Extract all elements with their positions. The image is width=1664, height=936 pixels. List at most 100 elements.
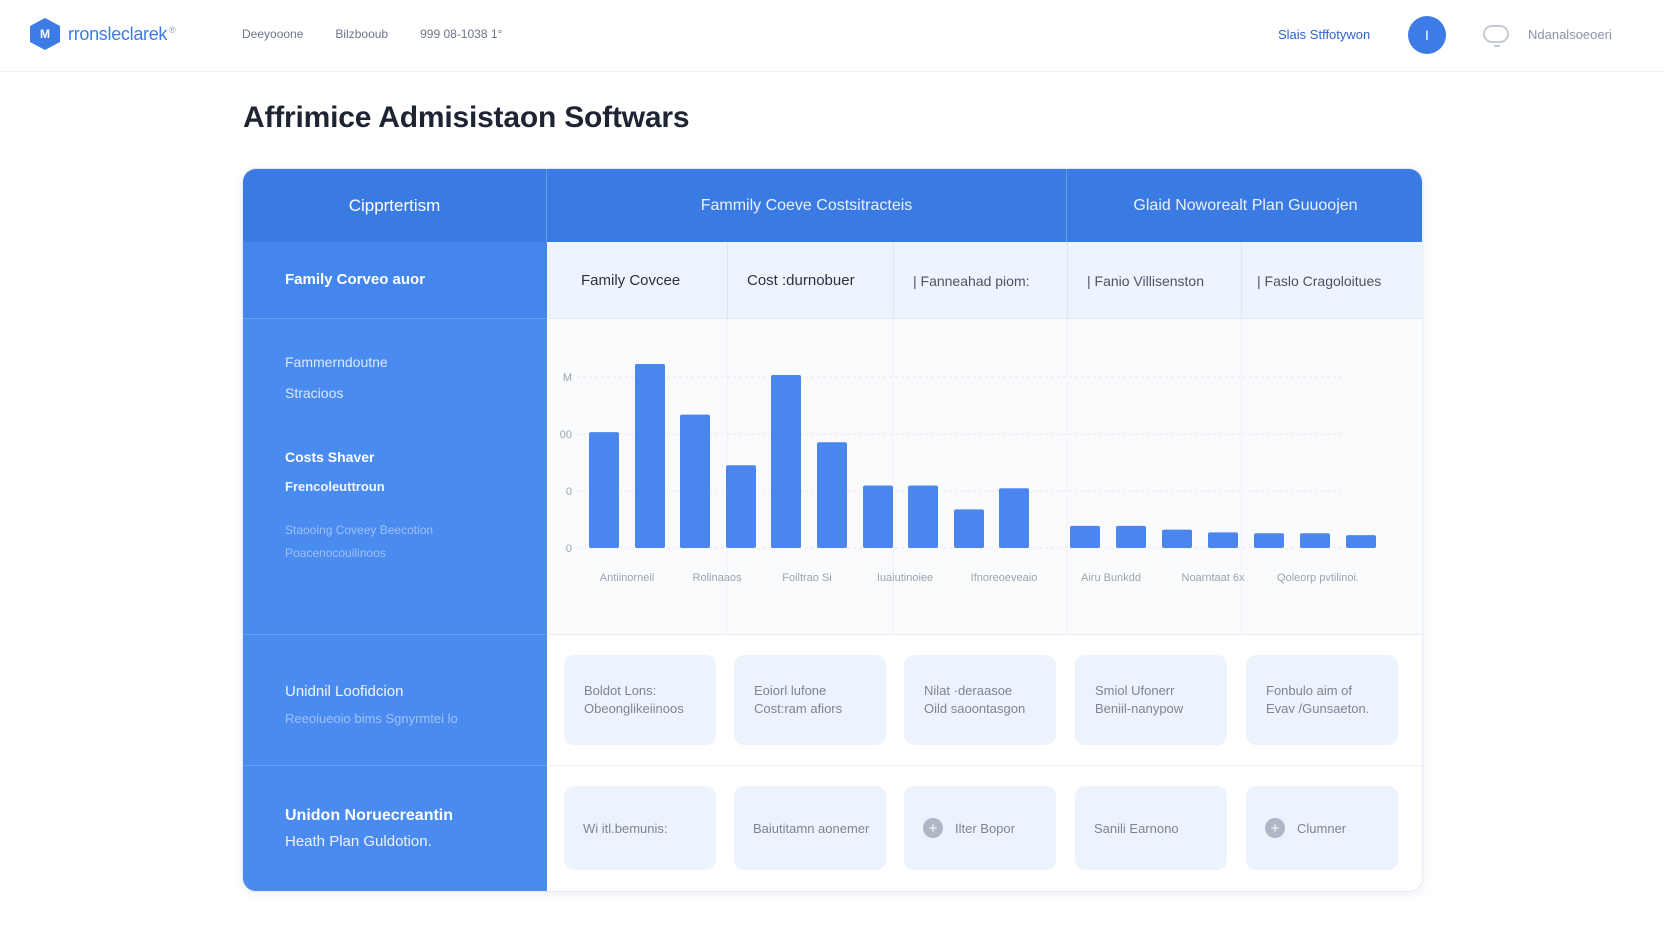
chart-bar-8[interactable] (908, 485, 938, 548)
y-tick-label-1: 0 (566, 543, 572, 555)
top-nav: Deeyooone Bilzbooub 999 08-1038 1° (242, 27, 502, 41)
chart-bar-17[interactable] (1346, 535, 1376, 548)
structures-line-2: Stracioos (285, 385, 344, 401)
subheader-3[interactable]: | Fanneahad piom: (913, 272, 1030, 289)
header-cell-1[interactable]: Cipprtertism (243, 169, 547, 242)
detail-tile-1-line-2: Obeonglikeiinoos (584, 701, 684, 716)
left-section-family[interactable]: Family Corveo auor (243, 242, 547, 319)
chart-bar-3[interactable] (680, 414, 710, 548)
sign-in-link[interactable]: Slais Stffotywon (1278, 27, 1371, 42)
chart-bar-6[interactable] (817, 442, 847, 548)
chart-bar-2[interactable] (635, 364, 665, 548)
action-row: Wi itl.bemunis: Baiutitamn aonemer + Ilte… (547, 766, 1422, 891)
action-tile-2[interactable]: Baiutitamn aonemer (734, 786, 886, 870)
avatar[interactable]: I (1408, 16, 1446, 54)
y-tick-label-4: M (563, 372, 572, 384)
action-tile-4-label: Sanili Earnono (1094, 820, 1179, 836)
logo[interactable]: M rronsleclarek ® (30, 18, 176, 50)
detail-row: Boldot Lons: Obeonglikeiinoos Eoiorl lufo… (547, 635, 1422, 766)
structures-line-5: Staooing Coveey Beecotion (285, 523, 434, 537)
chat-icon[interactable] (1483, 25, 1509, 47)
logo-registered: ® (169, 24, 176, 35)
chart-bar-9[interactable] (954, 509, 984, 548)
subheader-4[interactable]: | Fanio Villisenston (1087, 272, 1204, 289)
chart-bar-10[interactable] (999, 488, 1029, 548)
detail-tile-2[interactable]: Eoiorl lufone Cost:ram afiors (734, 655, 886, 745)
x-category-label-4: Iuaiutinoiee (877, 572, 933, 584)
left-column: Family Corveo auor Fammerndoutne Stracio… (243, 242, 547, 891)
structures-line-6: Poacenocouilinoos (285, 546, 386, 560)
detail-tile-4-line-2: Beniil-nanypow (1095, 701, 1184, 716)
x-category-label-8: Qoleorp pvtilinoi. (1277, 572, 1359, 584)
action-tile-2-label: Baiutitamn aonemer (753, 820, 870, 836)
page-title: Affrimice Admisistaon Softwars (243, 101, 690, 134)
left-section-unidon: Unidon Noruecreantin Heath Plan Guldotio… (243, 766, 547, 891)
plus-icon: + (923, 818, 943, 838)
y-tick-label-3: 00 (560, 429, 572, 441)
action-tile-5[interactable]: + Clumner (1246, 786, 1398, 870)
action-tile-5-label: Clumner (1297, 820, 1347, 836)
structures-line-3: Costs Shaver (285, 449, 375, 465)
chart-bar-14[interactable] (1208, 532, 1238, 548)
chart-bar-5[interactable] (771, 375, 801, 548)
action-tile-3-label: Ilter Bopor (955, 820, 1015, 836)
header-cell-2[interactable]: Fammily Coeve Costsitracteis (547, 169, 1067, 242)
x-category-label-3: Foiltrao Si (782, 572, 832, 584)
detail-tile-2-line-2: Cost:ram afiors (754, 701, 843, 716)
left-section-family-label: Family Corveo auor (285, 271, 426, 288)
detail-tile-5-line-1: Fonbulo aim of (1266, 683, 1352, 698)
subheader-row: Family Covcee Cost :durnobuer | Fanneaha… (547, 242, 1422, 319)
detail-tile-3-line-1: Nilat ·deraasoe (924, 683, 1013, 698)
nav-link-1[interactable]: Deeyooone (242, 27, 304, 41)
subheader-divider (893, 242, 894, 319)
chart-bar-15[interactable] (1254, 533, 1284, 548)
action-tile-3[interactable]: + Ilter Bopor (904, 786, 1056, 870)
top-bar: M rronsleclarek ® Deeyooone Bilzbooub 999… (0, 0, 1664, 72)
detail-tile-1[interactable]: Boldot Lons: Obeonglikeiinoos (564, 655, 716, 745)
action-tile-4[interactable]: Sanili Earnono (1075, 786, 1227, 870)
cost-chart: 0 0 00 M Antiinorneil Rolinaaos Foiltrao Si Iua… (547, 319, 1422, 635)
detail-tile-5-line-2: Evav /Gunsaeton. (1266, 701, 1370, 716)
chart-bar-13[interactable] (1162, 529, 1192, 548)
action-tile-1-label: Wi itl.bemunis: (583, 820, 668, 836)
x-category-label-7: Noarntaat 6x (1182, 572, 1245, 584)
logo-text-label: rronsleclarek (68, 23, 168, 44)
unidon-title: Unidon Noruecreantin (285, 807, 454, 824)
structures-line-1: Fammerndoutne (285, 354, 388, 370)
action-tile-1[interactable]: Wi itl.bemunis: (564, 786, 716, 870)
table-header-row: Cipprtertism Fammily Coeve Costsitractei… (243, 169, 1422, 242)
detail-tile-1-line-1: Boldot Lons: (584, 683, 657, 698)
x-category-label-2: Rolinaaos (693, 572, 742, 584)
nav-link-2[interactable]: Bilzbooub (335, 27, 389, 41)
detail-tile-3[interactable]: Nilat ·deraasoe Oild saoontasgon (904, 655, 1056, 745)
detail-tile-4[interactable]: Smiol Ufonerr Beniil-nanypow (1075, 655, 1227, 745)
header-cell-3[interactable]: Glaid Noworealt Plan Guuoojen (1133, 196, 1358, 214)
chart-bar-1[interactable] (589, 432, 619, 548)
subheader-2[interactable]: Cost :durnobuer (747, 272, 855, 289)
nav-phone[interactable]: 999 08-1038 1° (420, 27, 503, 41)
chart-bar-12[interactable] (1116, 525, 1146, 548)
chart-bar-7[interactable] (863, 485, 893, 548)
subheader-1[interactable]: Family Covcee (581, 272, 681, 289)
logo-text: rronsleclarek ® (68, 23, 176, 45)
detail-tile-2-line-1: Eoiorl lufone (754, 683, 827, 698)
subheader-divider (1067, 242, 1068, 319)
admin-link[interactable]: Ndanalsoeoeri (1528, 27, 1612, 42)
chart-bar-11[interactable] (1070, 525, 1100, 548)
detail-tile-5[interactable]: Fonbulo aim of Evav /Gunsaeton. (1246, 655, 1398, 745)
y-tick-label-2: 0 (566, 486, 572, 498)
comparison-card: Cipprtertism Fammily Coeve Costsitractei… (242, 168, 1423, 892)
x-category-label-6: Airu Bunkdd (1081, 572, 1141, 584)
detail-tile-4-line-1: Smiol Ufonerr (1095, 683, 1175, 698)
structures-line-4: Frencoleuttroun (285, 479, 385, 494)
unidon-subtitle: Heath Plan Guldotion. (285, 833, 432, 850)
chart-bar-16[interactable] (1300, 533, 1330, 548)
unidnil-title: Unidnil Loofidcion (285, 683, 404, 700)
unidnil-subtitle: Reeoiueoio bims Sgnyrmtei lo (285, 711, 458, 726)
chart-bar-4[interactable] (726, 465, 756, 548)
subheader-divider (727, 242, 728, 319)
left-section-unidnil: Unidnil Loofidcion Reeoiueoio bims Sgnyr… (243, 635, 547, 766)
subheader-5[interactable]: | Faslo Cragoloitues (1257, 272, 1382, 289)
detail-tile-3-line-2: Oild saoontasgon (924, 701, 1026, 716)
